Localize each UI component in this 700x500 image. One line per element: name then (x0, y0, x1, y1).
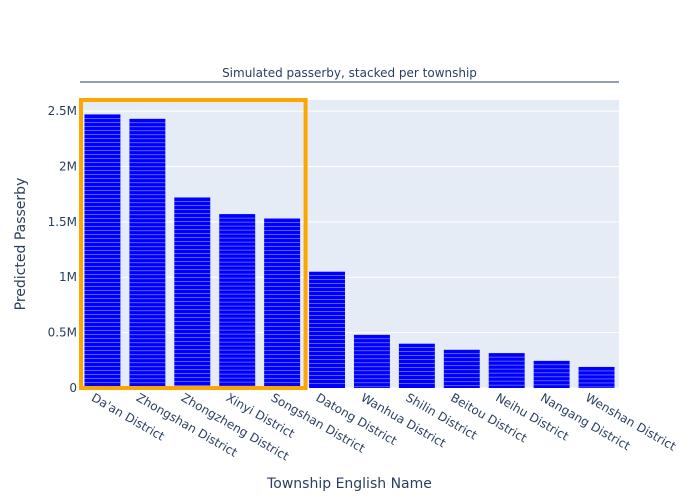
bars (84, 114, 615, 389)
bar-fill (219, 214, 256, 388)
bar-fill (533, 360, 570, 388)
bar (533, 360, 570, 388)
y-axis-ticks: 0 0.5M 1M 1.5M 2M 2.5M (48, 104, 77, 395)
bar (578, 366, 615, 388)
bar (398, 343, 435, 388)
bar-fill (443, 349, 480, 388)
x-axis-title: Township English Name (266, 476, 432, 492)
bar-fill (129, 118, 166, 388)
y-tick-label: 2.5M (48, 104, 77, 118)
y-tick-label: 1M (59, 270, 77, 284)
bar-fill (84, 114, 121, 389)
bar (443, 349, 480, 388)
bar-fill (309, 271, 346, 388)
bar (264, 218, 301, 388)
bar (129, 118, 166, 388)
bar (174, 197, 211, 388)
bar (84, 114, 121, 389)
y-tick-label: 1.5M (48, 215, 77, 229)
y-tick-label: 0 (69, 381, 77, 395)
bar (353, 334, 390, 388)
plot-area (80, 100, 619, 388)
y-axis-title: Predicted Passerby (13, 178, 29, 311)
bar-fill (398, 343, 435, 388)
x-tick-label: Beitou District (448, 390, 529, 445)
bar (219, 214, 256, 388)
bar (309, 271, 346, 388)
y-tick-label: 0.5M (48, 326, 77, 340)
y-tick-label: 2M (59, 159, 77, 173)
bar (488, 353, 525, 388)
bar-fill (353, 334, 390, 388)
bar-fill (488, 353, 525, 388)
highlight-box (79, 98, 308, 390)
bar-fill (264, 218, 301, 388)
bar-fill (174, 197, 211, 388)
bar-fill (578, 366, 615, 388)
chart-title: Simulated passerby, stacked per township (222, 66, 477, 80)
